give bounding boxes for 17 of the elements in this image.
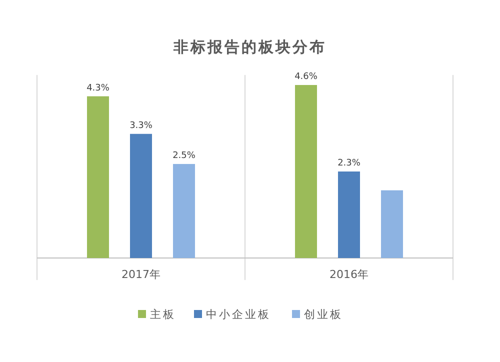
- data-label: 4.3%: [86, 83, 110, 94]
- data-label: 3.3%: [130, 120, 153, 131]
- x-tick-label: 2016年: [330, 268, 368, 281]
- bar: [338, 172, 360, 258]
- chart-title: 非标报告的板块分布: [172, 38, 326, 56]
- legend-label: 主板: [150, 308, 176, 321]
- data-label: 2.5%: [172, 150, 196, 161]
- bar: [381, 190, 403, 258]
- data-label: 4.6%: [294, 72, 318, 82]
- bar: [130, 134, 152, 258]
- data-label: 2.3%: [338, 158, 361, 168]
- x-tick-label: 2017年: [122, 268, 160, 281]
- bar: [295, 85, 317, 258]
- bar: [87, 96, 109, 258]
- legend-label: 中小企业板: [206, 308, 271, 321]
- legend-label: 创业板: [304, 308, 343, 321]
- bar: [173, 164, 195, 258]
